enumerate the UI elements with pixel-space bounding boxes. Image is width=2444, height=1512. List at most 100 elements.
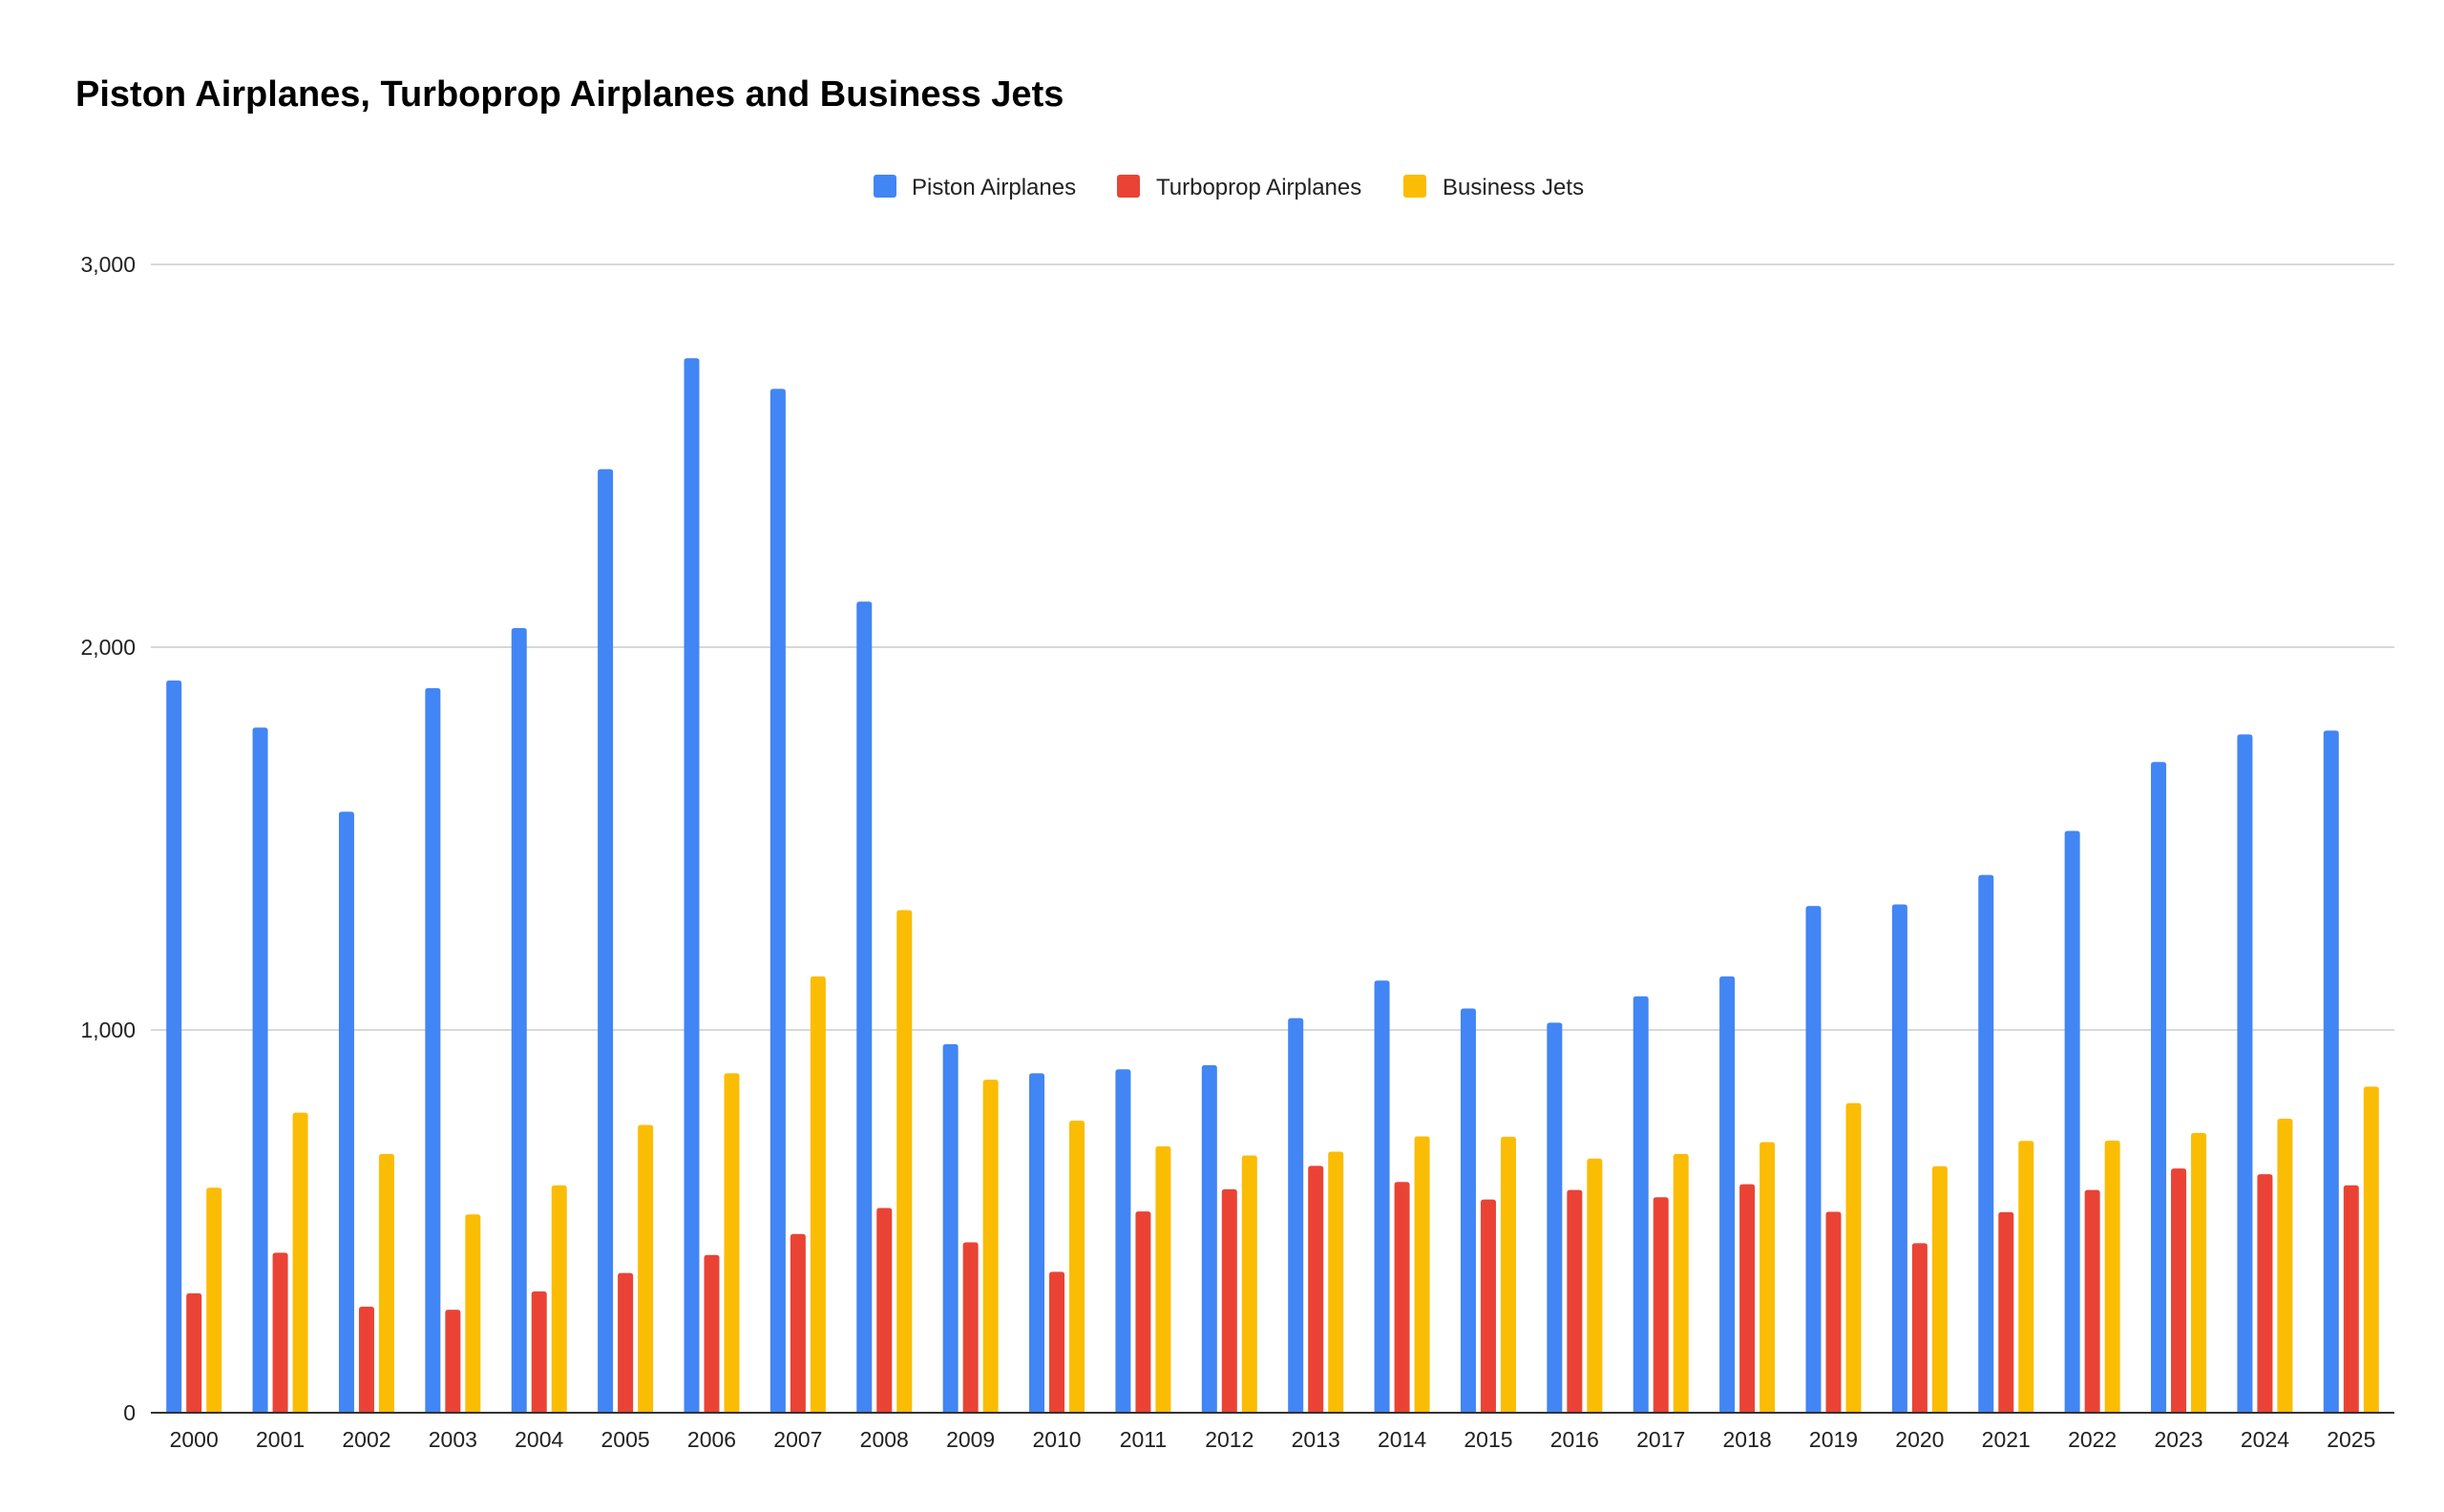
- bar-piston-airplanes: [2323, 730, 2339, 1413]
- x-tick-label: 2019: [1809, 1427, 1858, 1452]
- bar-business-jets: [1241, 1155, 1257, 1413]
- x-tick-label: 2008: [860, 1427, 909, 1452]
- x-tick-label: 2004: [515, 1427, 563, 1452]
- bar-piston-airplanes: [1805, 906, 1822, 1413]
- x-tick-label: 2010: [1032, 1427, 1081, 1452]
- bar-piston-airplanes: [1029, 1073, 1045, 1413]
- legend-label-turboprop-airplanes: Turboprop Airplanes: [1156, 175, 1361, 200]
- x-tick-label: 2011: [1120, 1427, 1167, 1452]
- x-tick-label: 2023: [2154, 1427, 2202, 1452]
- legend: Piston Airplanes Turboprop Airplanes Busin…: [874, 175, 1584, 200]
- bar-piston-airplanes: [1978, 874, 1994, 1413]
- bar-turboprop-airplanes: [2084, 1189, 2100, 1413]
- bar-turboprop-airplanes: [1049, 1271, 1065, 1413]
- bar-turboprop-airplanes: [1308, 1166, 1324, 1413]
- bar-piston-airplanes: [1201, 1064, 1217, 1413]
- bar-business-jets: [982, 1080, 999, 1413]
- bar-turboprop-airplanes: [1221, 1188, 1237, 1413]
- legend-swatch-piston-airplanes: [874, 175, 896, 198]
- bar-piston-airplanes: [942, 1043, 959, 1413]
- bar-piston-airplanes: [1633, 996, 1649, 1413]
- legend-swatch-turboprop-airplanes: [1117, 175, 1140, 198]
- bar-business-jets: [2363, 1086, 2379, 1413]
- bar-turboprop-airplanes: [1135, 1211, 1151, 1413]
- bar-piston-airplanes: [252, 727, 268, 1413]
- bar-turboprop-airplanes: [2343, 1185, 2359, 1413]
- y-tick-label: 3,000: [80, 252, 136, 277]
- bar-turboprop-airplanes: [618, 1272, 634, 1413]
- bar-turboprop-airplanes: [531, 1291, 547, 1413]
- bar-piston-airplanes: [511, 627, 527, 1413]
- bar-business-jets: [1673, 1153, 1689, 1413]
- y-tick-label: 2,000: [80, 635, 136, 660]
- bar-piston-airplanes: [1547, 1022, 1563, 1413]
- bar-business-jets: [1845, 1102, 1862, 1413]
- bar-turboprop-airplanes: [2257, 1174, 2273, 1413]
- x-tick-label: 2018: [1723, 1427, 1772, 1452]
- bar-business-jets: [292, 1112, 308, 1413]
- bar-turboprop-airplanes: [1567, 1189, 1583, 1413]
- x-tick-label: 2005: [601, 1427, 650, 1452]
- x-tick-label: 2016: [1550, 1427, 1599, 1452]
- bar-business-jets: [2277, 1119, 2293, 1413]
- x-tick-label: 2020: [1895, 1427, 1944, 1452]
- y-tick-label: 1,000: [80, 1018, 136, 1042]
- legend-label-business-jets: Business Jets: [1443, 175, 1584, 200]
- bar-business-jets: [1155, 1145, 1171, 1413]
- bar-business-jets: [638, 1124, 654, 1413]
- bar-turboprop-airplanes: [790, 1233, 806, 1413]
- bar-business-jets: [896, 910, 913, 1413]
- bar-piston-airplanes: [1288, 1018, 1304, 1413]
- chart-title: Piston Airplanes, Turboprop Airplanes an…: [75, 74, 1064, 115]
- bar-piston-airplanes: [1374, 980, 1390, 1413]
- x-tick-label: 2003: [429, 1427, 477, 1452]
- bar-piston-airplanes: [598, 469, 614, 1413]
- bar-business-jets: [551, 1185, 567, 1413]
- bar-piston-airplanes: [1891, 904, 1907, 1413]
- bar-piston-airplanes: [684, 358, 700, 1413]
- bar-turboprop-airplanes: [1739, 1184, 1756, 1413]
- bar-piston-airplanes: [2237, 734, 2253, 1413]
- bar-turboprop-airplanes: [2171, 1168, 2187, 1413]
- bar-business-jets: [2018, 1141, 2034, 1413]
- legend-label-piston-airplanes: Piston Airplanes: [912, 175, 1076, 200]
- x-tick-label: 2024: [2241, 1427, 2289, 1452]
- bar-piston-airplanes: [166, 680, 182, 1413]
- x-tick-label: 2007: [773, 1427, 822, 1452]
- bar-business-jets: [1759, 1142, 1776, 1413]
- bar-business-jets: [810, 976, 826, 1413]
- x-tick-label: 2014: [1378, 1427, 1426, 1452]
- bar-piston-airplanes: [769, 388, 786, 1414]
- x-tick-label: 2009: [946, 1427, 995, 1452]
- bar-business-jets: [1931, 1166, 1948, 1413]
- x-tick-label: 2025: [2327, 1427, 2375, 1452]
- bar-piston-airplanes: [1460, 1008, 1476, 1413]
- bar-business-jets: [2104, 1140, 2120, 1413]
- y-tick-label: 0: [123, 1400, 136, 1425]
- bar-turboprop-airplanes: [1653, 1197, 1669, 1413]
- bar-business-jets: [1500, 1136, 1516, 1413]
- x-tick-label: 2006: [687, 1427, 736, 1452]
- bar-turboprop-airplanes: [358, 1306, 374, 1413]
- bar-turboprop-airplanes: [445, 1310, 461, 1413]
- bar-turboprop-airplanes: [1825, 1211, 1842, 1413]
- bar-turboprop-airplanes: [1394, 1182, 1410, 1413]
- x-tick-label: 2001: [256, 1427, 305, 1452]
- bar-business-jets: [1069, 1121, 1085, 1413]
- bar-piston-airplanes: [2064, 830, 2080, 1413]
- bar-business-jets: [378, 1153, 394, 1413]
- x-tick-label: 2022: [2068, 1427, 2117, 1452]
- bar-business-jets: [1414, 1136, 1430, 1413]
- bar-piston-airplanes: [425, 687, 441, 1413]
- x-axis: 2000 2001 2002 2003 2004 2005 2006 2007 2008 2009…: [151, 1412, 2394, 1452]
- bar-piston-airplanes: [1115, 1069, 1131, 1413]
- bar-business-jets: [2191, 1132, 2207, 1413]
- bars: [166, 358, 2379, 1414]
- x-tick-label: 2012: [1205, 1427, 1254, 1452]
- x-tick-label: 2021: [1982, 1427, 2031, 1452]
- legend-swatch-business-jets: [1403, 175, 1426, 198]
- bar-business-jets: [206, 1187, 222, 1413]
- y-axis: 0 1,000 2,000 3,000: [80, 252, 136, 1425]
